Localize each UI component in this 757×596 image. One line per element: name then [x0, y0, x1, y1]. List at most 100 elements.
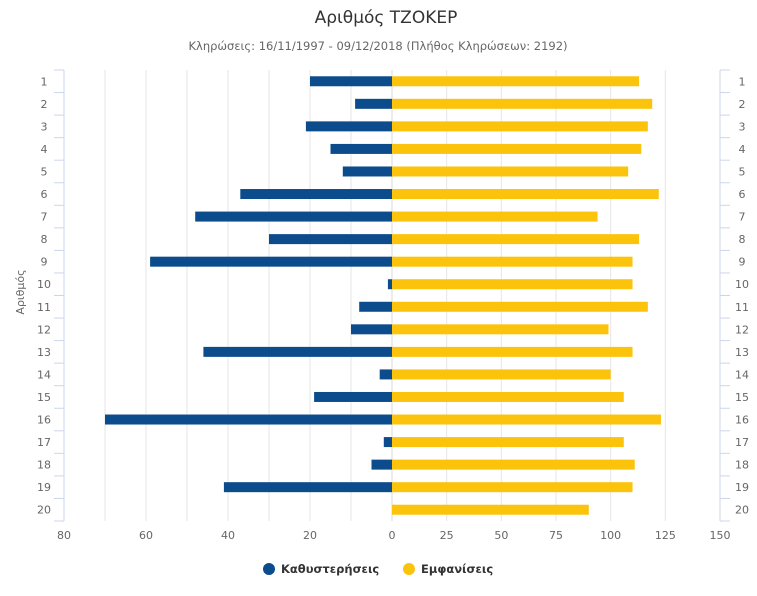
- chart-subtitle: Κληρώσεις: 16/11/1997 - 09/12/2018 (Πλήθ…: [188, 39, 567, 53]
- bar-appearances[interactable]: [392, 211, 598, 222]
- bar-appearances[interactable]: [392, 459, 635, 470]
- bar-appearances[interactable]: [392, 437, 624, 448]
- row-label-left: 3: [41, 120, 48, 133]
- row-label-right: 13: [735, 346, 749, 359]
- bar-appearances[interactable]: [392, 121, 648, 132]
- row-label-left: 7: [41, 211, 48, 224]
- row-label-right: 12: [735, 323, 749, 336]
- row-label-right: 19: [735, 481, 749, 494]
- bar-appearances[interactable]: [392, 504, 589, 515]
- bar-delays[interactable]: [203, 346, 392, 357]
- row-label-right: 7: [739, 211, 746, 224]
- bar-appearances[interactable]: [392, 76, 640, 87]
- bar-delays[interactable]: [223, 482, 392, 493]
- row-label-left: 17: [37, 436, 51, 449]
- bar-appearances[interactable]: [392, 98, 653, 109]
- x-tick-left: 40: [221, 529, 235, 542]
- row-label-right: 18: [735, 459, 749, 472]
- legend-item-appearances[interactable]: Εμφανίσεις: [403, 562, 493, 576]
- bar-appearances[interactable]: [392, 391, 624, 402]
- bar-delays[interactable]: [355, 98, 392, 109]
- row-label-right: 1: [739, 75, 746, 88]
- x-tick-labels: 80 60 40 20 0 25 50 75 100 125 150: [57, 529, 731, 542]
- grid: [63, 70, 721, 521]
- row-label-right: 3: [739, 120, 746, 133]
- x-tick-left: 0: [389, 529, 396, 542]
- bar-appearances[interactable]: [392, 301, 648, 312]
- row-label-left: 1: [41, 75, 48, 88]
- bar-delays[interactable]: [351, 324, 392, 335]
- bar-delays[interactable]: [371, 459, 393, 470]
- row-label-right: 8: [739, 233, 746, 246]
- bar-delays[interactable]: [342, 166, 392, 177]
- row-label-left: 20: [37, 504, 51, 517]
- x-tick-right: 25: [440, 529, 454, 542]
- bar-appearances[interactable]: [392, 256, 633, 267]
- x-tick-right: 75: [549, 529, 563, 542]
- row-label-right: 4: [739, 143, 746, 156]
- bar-delays[interactable]: [383, 437, 392, 448]
- row-label-right: 2: [739, 98, 746, 111]
- x-tick-left: 20: [303, 529, 317, 542]
- bar-appearances[interactable]: [392, 414, 661, 425]
- row-label-left: 2: [41, 98, 48, 111]
- x-tick-right: 100: [600, 529, 621, 542]
- legend-label-appearances: Εμφανίσεις: [421, 562, 493, 576]
- bar-delays[interactable]: [359, 301, 392, 312]
- bar-delays[interactable]: [314, 391, 392, 402]
- row-label-right: 17: [735, 436, 749, 449]
- row-label-left: 13: [37, 346, 51, 359]
- row-label-left: 5: [41, 165, 48, 178]
- bar-delays[interactable]: [305, 121, 392, 132]
- row-label-right: 6: [739, 188, 746, 201]
- bar-appearances[interactable]: [392, 324, 609, 335]
- bar-appearances[interactable]: [392, 346, 633, 357]
- bar-delays[interactable]: [379, 369, 392, 380]
- row-label-left: 19: [37, 481, 51, 494]
- bar-appearances[interactable]: [392, 189, 659, 200]
- bar-appearances[interactable]: [392, 234, 640, 245]
- row-label-right: 5: [739, 165, 746, 178]
- row-label-left: 12: [37, 323, 51, 336]
- row-label-right: 11: [735, 301, 749, 314]
- row-label-right: 14: [735, 368, 749, 381]
- row-label-left: 8: [41, 233, 48, 246]
- x-tick-left: 80: [57, 529, 71, 542]
- legend-marker-appearances: [403, 563, 415, 575]
- x-tick-left: 60: [139, 529, 153, 542]
- row-label-left: 11: [37, 301, 51, 314]
- bar-delays[interactable]: [150, 256, 392, 267]
- bar-delays[interactable]: [195, 211, 392, 222]
- row-label-left: 9: [41, 256, 48, 269]
- y-axis-title: Αριθμός: [14, 269, 27, 314]
- bar-delays[interactable]: [387, 279, 392, 290]
- bar-delays[interactable]: [105, 414, 392, 425]
- row-label-left: 15: [37, 391, 51, 404]
- bar-appearances[interactable]: [392, 482, 633, 493]
- row-label-left: 18: [37, 459, 51, 472]
- bar-delays[interactable]: [240, 189, 392, 200]
- x-tick-right: 50: [494, 529, 508, 542]
- bars: [105, 76, 661, 515]
- bar-appearances[interactable]: [392, 166, 629, 177]
- bar-delays[interactable]: [269, 234, 392, 245]
- bar-delays[interactable]: [330, 143, 393, 154]
- legend-item-delays[interactable]: Καθυστερήσεις: [263, 562, 379, 576]
- bar-appearances[interactable]: [392, 143, 642, 154]
- legend: Καθυστερήσεις Εμφανίσεις: [263, 562, 493, 576]
- row-label-left: 16: [37, 414, 51, 427]
- axes: [54, 69, 730, 522]
- bar-appearances[interactable]: [392, 369, 611, 380]
- row-label-right: 9: [739, 256, 746, 269]
- row-label-right: 20: [735, 504, 749, 517]
- row-label-left: 10: [37, 278, 51, 291]
- bar-delays[interactable]: [310, 76, 392, 87]
- x-tick-right: 125: [655, 529, 676, 542]
- row-label-right: 10: [735, 278, 749, 291]
- row-label-left: 14: [37, 368, 51, 381]
- bar-appearances[interactable]: [392, 279, 633, 290]
- legend-label-delays: Καθυστερήσεις: [281, 562, 379, 576]
- row-label-right: 16: [735, 414, 749, 427]
